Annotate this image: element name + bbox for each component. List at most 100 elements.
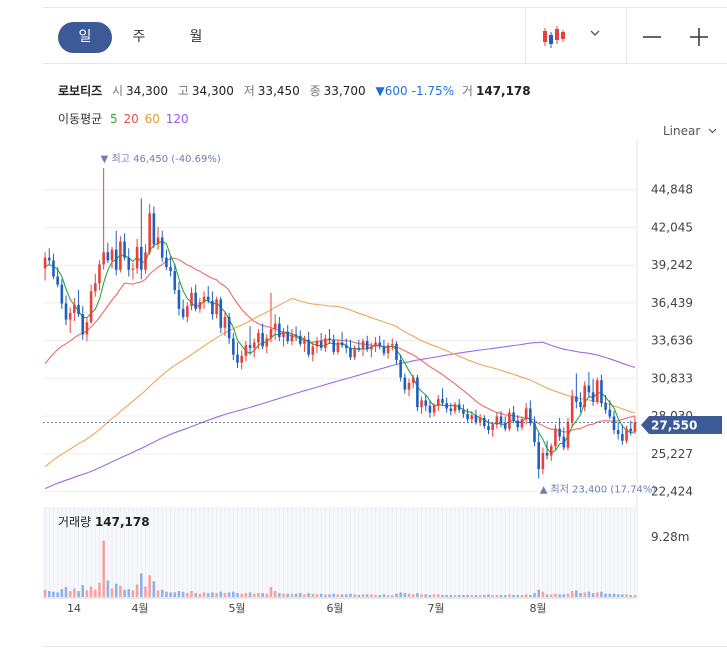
volume-bar — [340, 594, 344, 597]
candle-body — [537, 442, 540, 470]
zoom-in-button[interactable] — [686, 24, 712, 50]
candle-body — [483, 417, 486, 426]
candle — [52, 253, 55, 280]
candle — [56, 267, 59, 288]
candle — [545, 440, 549, 460]
candle-body — [604, 403, 607, 410]
volume-bar — [503, 595, 507, 597]
candle-body — [165, 257, 168, 268]
volume-bar — [608, 593, 612, 597]
candle-body — [390, 343, 394, 346]
volume-bar — [365, 594, 369, 597]
candle — [608, 400, 612, 420]
current-price-flag: 27,550 — [641, 416, 722, 434]
volume-bar — [131, 590, 135, 597]
candle-body — [336, 342, 340, 352]
candle — [169, 256, 172, 277]
volume-bar — [278, 593, 281, 597]
candle — [173, 264, 177, 295]
candle-body — [378, 342, 382, 347]
candle — [244, 341, 248, 362]
close-label: 종 — [309, 84, 321, 98]
volume-bar — [395, 593, 398, 597]
candle — [131, 263, 135, 280]
volume-bar — [357, 595, 361, 597]
volume-bar — [81, 585, 85, 597]
candle — [374, 337, 377, 352]
candle — [290, 329, 294, 346]
candle — [248, 326, 252, 355]
candle — [529, 400, 532, 426]
candle-body — [135, 246, 139, 269]
candle-body — [282, 331, 285, 338]
volume-bar — [424, 594, 428, 597]
volume-bar — [633, 595, 637, 597]
candle-body — [407, 382, 411, 390]
y-tick-label: 25,227 — [651, 447, 693, 461]
candle-body — [307, 339, 310, 355]
candle — [165, 249, 168, 270]
tab-week[interactable]: 주 — [132, 29, 146, 45]
candle — [315, 337, 319, 354]
volume-bar — [319, 593, 323, 597]
y-tick-label: 33,636 — [651, 334, 693, 348]
candle-body — [608, 409, 612, 417]
volume-bar — [140, 573, 143, 597]
candle — [106, 242, 110, 264]
volume-bar — [64, 587, 68, 597]
volume-bar — [198, 593, 202, 597]
candle — [424, 395, 428, 412]
candle-body — [160, 237, 164, 258]
candle — [73, 298, 76, 321]
volume-bar — [495, 595, 499, 597]
price-summary: 로보티즈 시 34,300 고 34,300 저 33,450 종 33,700 ▼60… — [58, 82, 531, 99]
candle — [89, 284, 93, 324]
candle — [353, 345, 356, 360]
candle — [190, 287, 193, 311]
volume-bar — [629, 595, 633, 597]
candle-body — [545, 452, 549, 456]
candle — [202, 291, 206, 309]
volume-bar — [349, 593, 352, 597]
candle-body — [232, 338, 235, 355]
candle-body — [466, 413, 469, 420]
candle-body — [579, 401, 582, 408]
period-tabs: 일 주 월 — [58, 22, 223, 53]
volume-bar — [558, 594, 561, 597]
candle — [219, 296, 223, 334]
candle-body — [520, 419, 524, 428]
scale-selector[interactable]: Linear — [663, 124, 717, 138]
volume-bar — [311, 593, 315, 597]
volume-bar — [68, 591, 72, 597]
candle — [633, 416, 637, 435]
volume-bar — [386, 595, 390, 597]
scale-label: Linear — [663, 124, 701, 138]
volume-bar — [407, 593, 411, 597]
tab-month[interactable]: 월 — [189, 29, 203, 45]
zoom-out-button[interactable] — [639, 24, 665, 50]
candle — [562, 427, 566, 451]
candle — [332, 334, 336, 355]
x-tick-label: 6월 — [326, 602, 343, 615]
candle — [240, 350, 243, 370]
volume-bar — [562, 594, 566, 597]
candle — [135, 238, 139, 274]
open-label: 시 — [112, 84, 124, 98]
candle — [148, 203, 151, 255]
y-tick-label: 30,833 — [651, 371, 693, 385]
chevron-down-icon — [590, 30, 600, 36]
candle-body — [119, 241, 122, 270]
volume-bar — [236, 593, 239, 597]
candle — [411, 374, 415, 389]
tab-day[interactable]: 일 — [58, 22, 112, 53]
volume-bar — [202, 592, 206, 597]
chart-type-selector[interactable] — [541, 24, 611, 50]
candle-body — [625, 428, 628, 441]
volume-bar — [215, 593, 218, 597]
candle — [575, 373, 578, 409]
candle-body — [278, 323, 281, 338]
candle-body — [474, 415, 478, 422]
candle — [273, 314, 277, 340]
candle — [612, 411, 616, 435]
